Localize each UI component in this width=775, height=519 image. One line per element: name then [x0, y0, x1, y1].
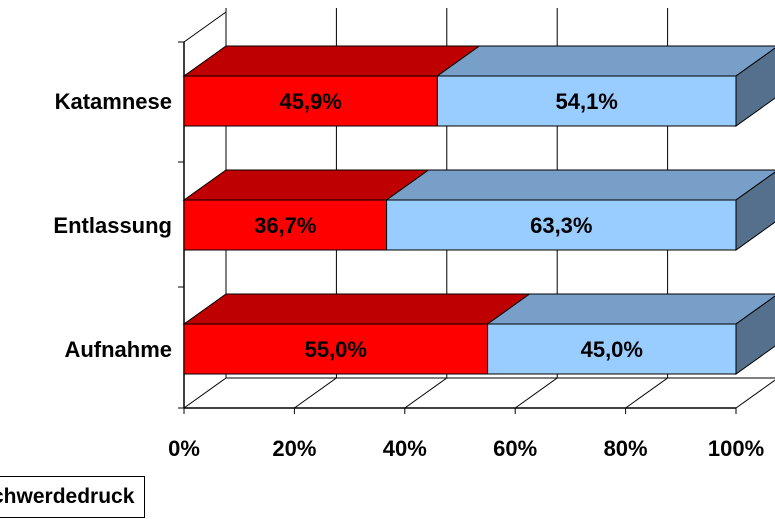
x-tick-label: 60% — [493, 436, 537, 461]
bar-segment — [487, 323, 737, 375]
x-tick-label: 20% — [272, 436, 316, 461]
bar-top-face — [486, 293, 775, 325]
bar-top-face — [182, 293, 532, 325]
x-tick-label: 100% — [708, 436, 764, 461]
category-label: Entlassung — [53, 213, 172, 238]
gridline-floor — [625, 377, 668, 409]
bar-segment — [183, 323, 489, 375]
bar-segment — [386, 199, 737, 251]
gridline-floor — [294, 377, 337, 409]
category-label: Katamnese — [55, 89, 172, 114]
bar-segment — [183, 75, 438, 127]
bar-side-face — [735, 171, 775, 251]
data-label: 45,0% — [581, 337, 643, 362]
gridline-floor — [183, 377, 227, 409]
bar-top-face — [435, 45, 775, 77]
gridline-floor — [404, 377, 448, 409]
bar-top-face — [182, 45, 481, 77]
gridline-floor — [514, 377, 558, 409]
data-label: 36,7% — [254, 213, 316, 238]
labels: 45,9% 54,1% Katamnese 36,7% 63,3% Entlassung 5… — [53, 89, 764, 461]
bar-top-face — [182, 169, 431, 201]
x-tick-label: 80% — [604, 436, 648, 461]
data-label: 55,0% — [305, 337, 367, 362]
data-label: 54,1% — [555, 89, 617, 114]
legend-text: chwerdedruck — [0, 485, 135, 508]
x-tick-label: 40% — [383, 436, 427, 461]
category-label: Aufnahme — [64, 337, 172, 362]
legend-box: chwerdedruck — [0, 476, 146, 518]
bar-side-face — [735, 47, 775, 127]
x-tick-label: 0% — [168, 436, 200, 461]
bars — [182, 45, 775, 375]
side-wall-top-edge — [183, 11, 227, 43]
bar-side-face — [735, 295, 775, 375]
bar-segment — [183, 199, 388, 251]
bar-segment — [436, 75, 737, 127]
gridline-floor — [735, 379, 775, 409]
data-label: 45,9% — [279, 89, 341, 114]
bar-top-face — [385, 169, 775, 201]
data-label: 63,3% — [530, 213, 592, 238]
